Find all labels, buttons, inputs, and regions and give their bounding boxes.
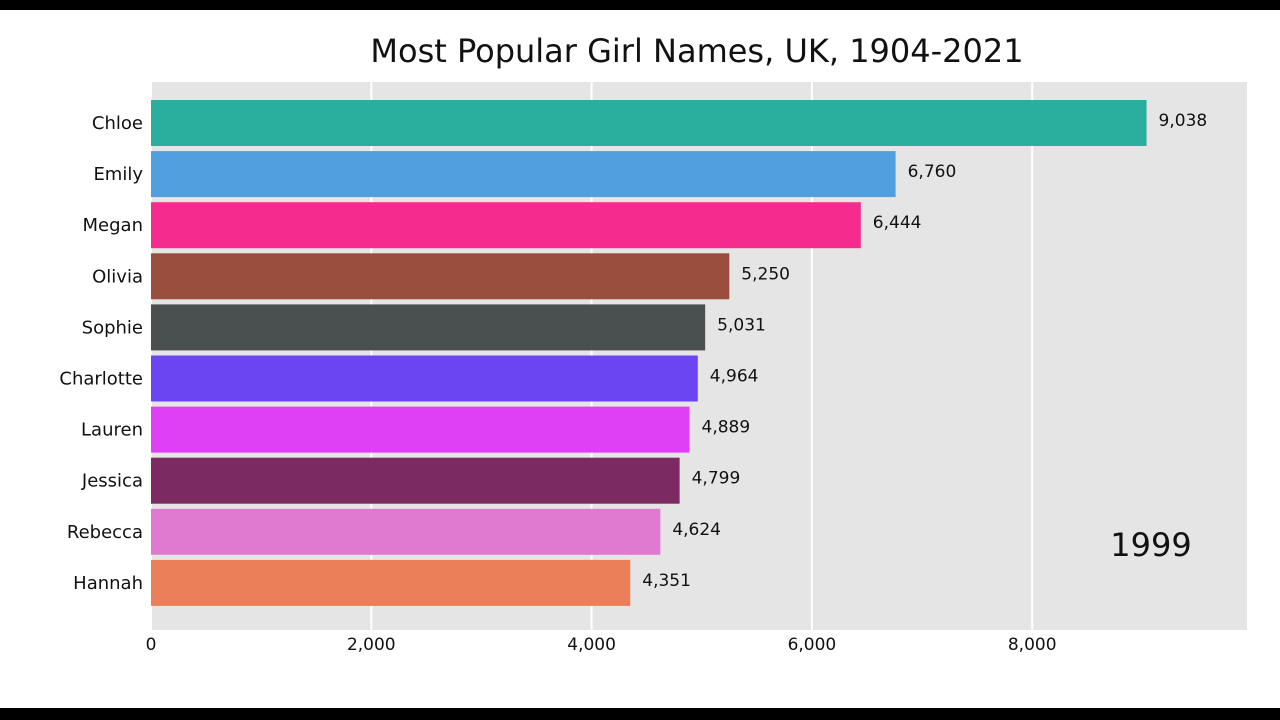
value-label: 4,624 (672, 520, 721, 540)
value-label: 4,964 (710, 367, 759, 387)
x-tick-label: 2,000 (347, 635, 396, 655)
value-label: 5,031 (717, 315, 766, 335)
x-tick-label: 4,000 (567, 635, 616, 655)
y-tick-label: Lauren (81, 420, 143, 441)
value-label: 4,889 (702, 418, 751, 438)
year-annotation: 1999 (1110, 526, 1191, 564)
chart-title: Most Popular Girl Names, UK, 1904-2021 (370, 32, 1023, 70)
y-tick-label: Hannah (73, 573, 143, 594)
value-label: 4,799 (692, 469, 741, 489)
bar (151, 508, 661, 555)
y-tick-label: Chloe (92, 113, 143, 134)
y-tick-label: Charlotte (59, 369, 143, 390)
x-tick-label: 6,000 (788, 635, 837, 655)
bar (151, 406, 690, 453)
bar (151, 559, 631, 606)
bar (151, 457, 680, 504)
bar (151, 100, 1147, 146)
bar (151, 151, 896, 198)
bar (151, 202, 861, 249)
value-label: 6,444 (873, 213, 922, 233)
y-tick-label: Rebecca (67, 522, 143, 543)
bar (151, 253, 730, 300)
y-tick-label: Emily (93, 164, 143, 185)
y-tick-label: Sophie (82, 317, 143, 338)
value-label: 4,351 (642, 571, 691, 591)
bar (151, 304, 706, 351)
value-label: 5,250 (741, 264, 790, 284)
x-tick-label: 0 (146, 635, 157, 655)
value-label: 6,760 (908, 162, 957, 182)
value-label: 9,038 (1159, 111, 1208, 131)
x-tick-label: 8,000 (1008, 635, 1057, 655)
y-tick-label: Olivia (92, 266, 143, 287)
y-tick-label: Jessica (81, 471, 143, 492)
bar (151, 355, 698, 402)
y-tick-label: Megan (83, 215, 143, 236)
